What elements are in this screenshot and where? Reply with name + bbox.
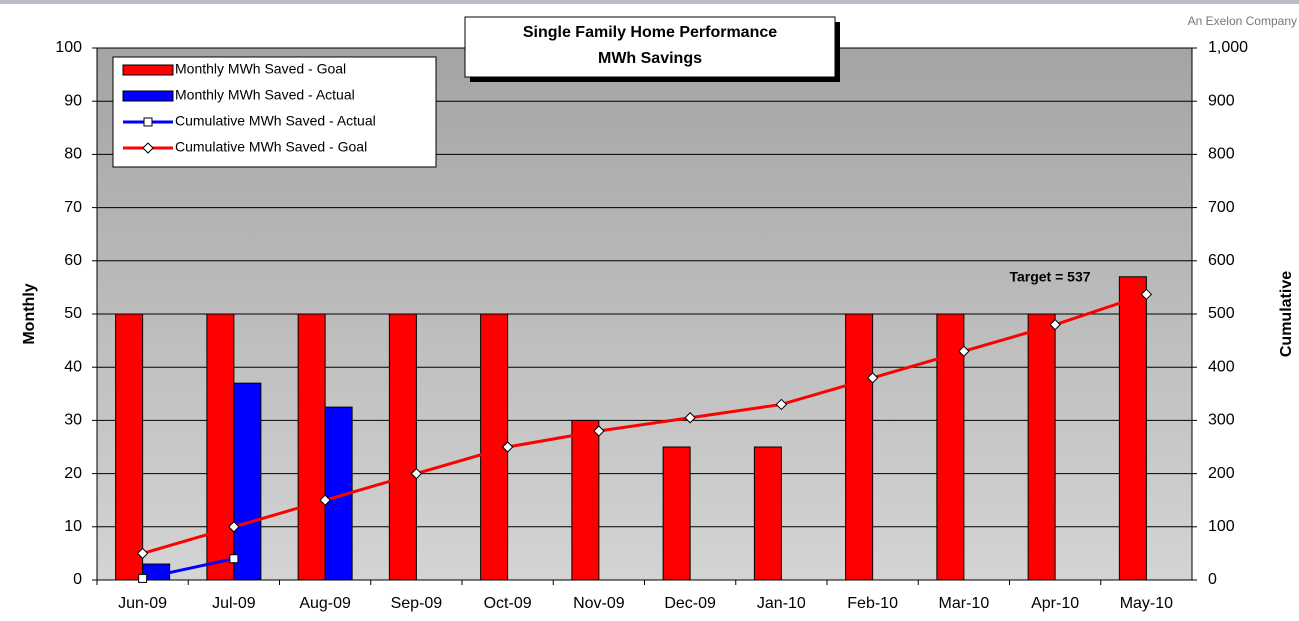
y-tick-label: 90 xyxy=(64,92,82,109)
bar xyxy=(753,446,782,581)
y-tick-label: 80 xyxy=(64,146,82,163)
y-axis-label: Monthly xyxy=(21,283,38,344)
marker xyxy=(684,412,696,424)
x-tick-label: Mar-10 xyxy=(939,595,990,612)
x-tick-label: Jul-09 xyxy=(212,595,256,612)
marker xyxy=(1049,318,1061,331)
x-tick-label: Oct-09 xyxy=(484,595,532,612)
x-tick-label: Dec-09 xyxy=(664,595,716,612)
x-tick-label: Aug-09 xyxy=(299,595,351,612)
y-tick-label: 60 xyxy=(64,252,82,269)
bar xyxy=(297,313,326,581)
x-tick-label: Sep-09 xyxy=(391,595,443,612)
y-tick-label: 30 xyxy=(64,412,82,429)
annotation: Target = 537 xyxy=(1009,269,1090,285)
bar xyxy=(206,313,235,581)
legend-marker xyxy=(143,117,153,127)
marker xyxy=(410,467,423,480)
marker xyxy=(138,573,148,583)
marker xyxy=(228,521,240,533)
bar xyxy=(1027,313,1056,581)
y-tick-label: 0 xyxy=(73,571,82,588)
x-tick-label: Nov-09 xyxy=(573,595,625,612)
marker xyxy=(958,345,970,357)
y2-tick-label: 500 xyxy=(1208,305,1235,322)
bar xyxy=(233,382,262,581)
x-tick-label: Feb-10 xyxy=(847,595,898,612)
y-tick-label: 40 xyxy=(64,358,82,375)
marker xyxy=(229,554,239,564)
legend-label: Cumulative MWh Saved - Actual xyxy=(175,113,376,129)
y2-tick-label: 100 xyxy=(1208,518,1235,535)
y2-tick-label: 0 xyxy=(1208,571,1217,588)
bar xyxy=(1118,276,1147,581)
chart-title: Single Family Home Performance xyxy=(523,24,777,41)
legend-marker xyxy=(142,142,154,154)
marker xyxy=(136,547,149,560)
y-tick-label: 70 xyxy=(64,199,82,216)
legend-label: Monthly MWh Saved - Goal xyxy=(175,61,346,77)
chart-subtitle: MWh Savings xyxy=(598,50,702,67)
y2-tick-label: 800 xyxy=(1208,146,1235,163)
x-tick-label: Jan-10 xyxy=(757,595,806,612)
marker xyxy=(866,372,879,384)
bar xyxy=(845,313,874,581)
bar xyxy=(388,313,417,581)
marker xyxy=(501,441,514,453)
y2-tick-label: 600 xyxy=(1208,252,1235,269)
line xyxy=(142,557,235,580)
marker xyxy=(319,494,331,506)
bar xyxy=(115,313,144,581)
y2-tick-label: 700 xyxy=(1208,199,1235,216)
x-tick-label: May-10 xyxy=(1120,595,1173,612)
line xyxy=(142,292,1147,555)
legend-swatch xyxy=(122,64,174,76)
bar xyxy=(571,419,600,581)
x-tick-label: Apr-10 xyxy=(1031,595,1079,612)
y2-tick-label: 200 xyxy=(1208,465,1235,482)
bar xyxy=(662,446,691,581)
y-tick-label: 100 xyxy=(55,39,82,56)
y-tick-label: 50 xyxy=(64,305,82,322)
y2-tick-label: 400 xyxy=(1208,358,1235,375)
marker xyxy=(775,398,788,411)
y-tick-label: 10 xyxy=(64,518,82,535)
marker xyxy=(593,425,605,437)
title-box xyxy=(464,16,836,78)
y2-tick-label: 900 xyxy=(1208,92,1235,109)
legend-swatch xyxy=(122,90,174,102)
y2-tick-label: 300 xyxy=(1208,412,1235,429)
top-border xyxy=(0,0,1299,4)
marker xyxy=(1140,288,1153,301)
legend-label: Monthly MWh Saved - Actual xyxy=(175,87,355,103)
x-tick-label: Jun-09 xyxy=(118,595,167,612)
y2-tick-label: 1,000 xyxy=(1208,39,1248,56)
y-tick-label: 20 xyxy=(64,465,82,482)
y2-axis-label: Cumulative xyxy=(1278,271,1295,357)
legend-label: Cumulative MWh Saved - Goal xyxy=(175,139,367,155)
brand: An Exelon Company xyxy=(1188,14,1297,28)
